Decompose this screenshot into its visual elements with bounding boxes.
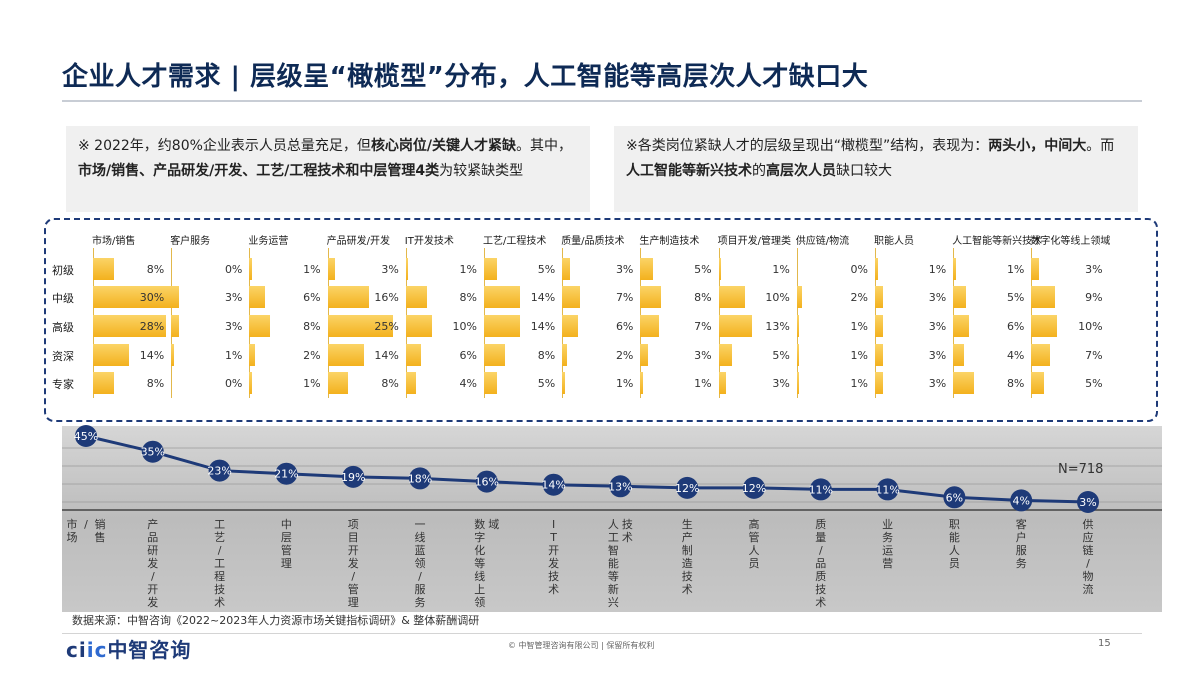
data-point (342, 465, 365, 488)
data-point (609, 475, 632, 498)
page-number: 15 (1098, 638, 1111, 649)
logo-ci: ci (66, 638, 87, 662)
x-tick-label: / (84, 518, 88, 531)
x-tick-label: 项目开发/管理 (348, 518, 359, 609)
data-point (1077, 491, 1099, 513)
company-logo: ciic中智咨询 (66, 634, 191, 663)
note-left-text-3: 为较紧缺类型 (439, 163, 524, 179)
x-tick-label: 业务运营 (882, 518, 893, 570)
data-label: 14% (541, 479, 565, 492)
x-tick-label: 职能人员 (949, 518, 960, 570)
x-tick-label: 销售 (95, 517, 106, 544)
x-tick-label: I T 开发技术 (548, 518, 559, 596)
data-label: 3% (1079, 496, 1096, 509)
sample-size-label: N=718 (1058, 462, 1104, 477)
data-point (876, 478, 899, 501)
logo-ic: ic (86, 638, 108, 662)
data-point (75, 425, 97, 447)
note-right-text-3: 的 (752, 163, 766, 179)
data-point (676, 476, 699, 499)
x-tick-label: 数字化等线上领 (474, 518, 485, 609)
data-point (542, 473, 565, 496)
data-label: 23% (207, 465, 231, 478)
data-label: 45% (74, 430, 98, 443)
x-tick-label: 质量/品质技术 (815, 518, 826, 609)
data-label: 6% (946, 491, 963, 504)
data-point (141, 440, 164, 463)
data-label: 19% (341, 471, 365, 484)
x-tick-label: 一线蓝领/服务 (415, 518, 426, 609)
note-right-bold-1: 两头小，中间大 (988, 138, 1087, 154)
data-point (409, 467, 431, 490)
note-right-text-4: 缺口较大 (836, 163, 892, 179)
x-tick-label: 中层管理 (281, 518, 292, 570)
data-point (475, 470, 498, 493)
note-left-bold-2: 市场/销售、产品研发/开发、工艺/工程技术和中层管理4类 (78, 163, 440, 179)
data-label: 12% (675, 482, 699, 495)
data-point (208, 459, 231, 482)
x-tick-label: 市场 (67, 517, 78, 544)
x-tick-label: 工艺/工程技术 (214, 518, 225, 609)
data-label: 12% (742, 482, 766, 495)
note-right-bold-2: 人工智能等新兴技术 (626, 163, 752, 179)
x-tick-label: 高管人员 (749, 517, 760, 570)
note-right-text-1: ※各类岗位紧缺人才的层级呈现出“橄榄型”结构，表现为： (626, 138, 989, 154)
note-right: ※各类岗位紧缺人才的层级呈现出“橄榄型”结构，表现为：两头小，中间大。而人工智能… (614, 126, 1138, 212)
data-label: 4% (1012, 494, 1029, 507)
data-point (809, 478, 832, 501)
data-label: 21% (274, 468, 298, 481)
note-left: ※ 2022年，约80%企业表示人员总量充足，但核心岗位/关键人才紧缺。其中， 市… (66, 126, 590, 212)
data-source: 数据来源：中智咨询《2022~2023年人力资源市场关键指标调研》& 整体薪酬调… (72, 614, 480, 627)
x-tick-label: 技术 (622, 518, 633, 544)
x-tick-label: 供应链/物流 (1083, 517, 1094, 596)
logo-cn: 中智咨询 (107, 638, 192, 662)
x-tick-label: 客户服务 (1016, 517, 1027, 570)
footer-divider (62, 633, 1142, 634)
data-label: 13% (608, 480, 632, 493)
x-tick-label: 域 (488, 518, 499, 531)
data-label: 11% (809, 483, 833, 496)
copyright: © 中智管理咨询有限公司 | 保留所有权利 (508, 641, 655, 650)
data-label: 16% (475, 476, 499, 489)
data-label: 11% (875, 483, 899, 496)
data-label: 35% (141, 446, 165, 459)
note-right-bold-3: 高层次人员 (766, 163, 836, 179)
data-point (1010, 489, 1033, 512)
note-left-bold-1: 核心岗位/关键人才紧缺 (370, 138, 517, 154)
data-label: 18% (408, 472, 432, 485)
data-point (275, 462, 298, 485)
note-left-text-1: ※ 2022年，约80%企业表示人员总量充足，但 (78, 138, 371, 154)
page-title: 企业人才需求 | 层级呈“橄榄型”分布，人工智能等高层次人才缺口大 (62, 62, 869, 92)
level-matrix-frame (44, 218, 1158, 422)
data-point (743, 476, 765, 499)
series-line (85, 434, 1089, 504)
note-right-text-2: 。而 (1086, 138, 1115, 154)
x-tick-label: 产品研发/开发 (147, 517, 158, 609)
x-tick-label: 生产制造技术 (682, 517, 693, 596)
data-point (943, 486, 966, 509)
title-divider (62, 100, 1142, 102)
note-left-text-2: 。其中， (516, 138, 573, 154)
x-tick-label: 人工智能等新兴 (608, 518, 619, 609)
line-chart-panel (62, 426, 1162, 612)
